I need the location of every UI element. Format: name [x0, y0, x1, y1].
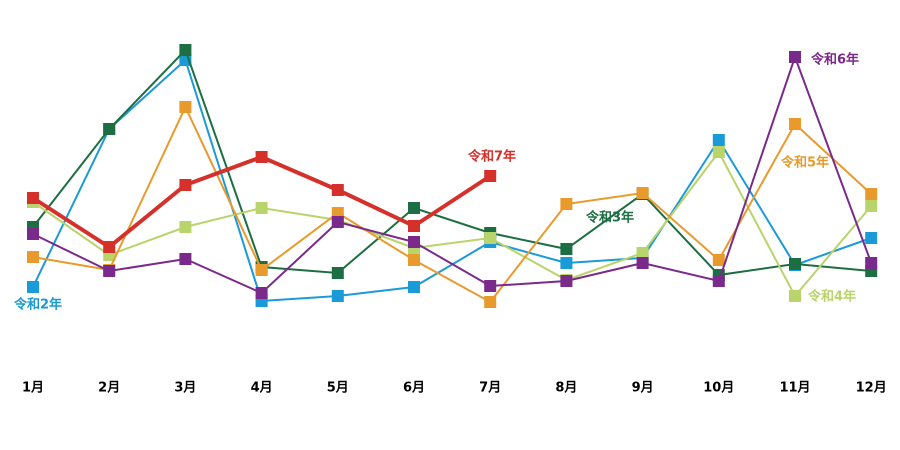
marker — [255, 287, 268, 299]
x-tick-label: 10月 — [703, 381, 734, 396]
marker — [865, 257, 878, 269]
marker — [408, 202, 420, 214]
series-label: 令和2年 — [14, 297, 62, 313]
x-tick-label: 2月 — [98, 381, 120, 396]
marker — [27, 228, 39, 240]
marker — [636, 247, 649, 259]
marker — [712, 134, 725, 146]
marker — [179, 44, 192, 56]
marker — [712, 146, 725, 158]
marker — [865, 188, 878, 200]
marker — [331, 216, 344, 228]
marker — [484, 170, 497, 182]
marker — [408, 254, 420, 266]
series-label: 令和3年 — [586, 210, 634, 226]
marker — [331, 267, 344, 279]
series-line — [32, 54, 873, 295]
marker — [103, 265, 116, 277]
marker — [103, 123, 116, 135]
x-tick-label: 9月 — [632, 381, 654, 396]
marker — [484, 280, 497, 292]
x-tick-label: 6月 — [403, 381, 425, 396]
marker — [636, 257, 649, 269]
marker — [789, 290, 801, 302]
marker — [408, 281, 420, 293]
marker — [789, 118, 801, 130]
marker — [255, 202, 268, 214]
series-line — [32, 104, 872, 304]
marker — [179, 101, 192, 113]
marker — [179, 179, 192, 191]
x-tick-label: 5月 — [327, 381, 349, 396]
marker — [636, 187, 649, 199]
series-label: 令和6年 — [811, 52, 859, 68]
series-label: 令和4年 — [808, 289, 856, 305]
marker — [560, 198, 573, 210]
x-tick-label: 1月 — [22, 381, 44, 396]
marker — [408, 236, 420, 248]
marker — [179, 221, 192, 233]
series-line — [32, 150, 872, 298]
marker — [865, 200, 878, 212]
marker — [789, 51, 801, 63]
marker — [560, 243, 573, 255]
marker — [179, 253, 192, 265]
marker — [27, 281, 39, 293]
series-label: 令和5年 — [781, 155, 829, 171]
marker — [255, 264, 268, 276]
x-tick-label: 7月 — [479, 381, 501, 396]
marker — [484, 296, 497, 308]
marker — [331, 290, 344, 302]
marker — [255, 151, 268, 163]
marker — [27, 192, 39, 204]
marker — [560, 275, 573, 287]
marker — [865, 232, 878, 244]
x-tick-label: 11月 — [779, 381, 810, 396]
marker — [103, 241, 116, 253]
marker — [484, 232, 497, 244]
x-tick-label: 3月 — [174, 381, 196, 396]
marker — [408, 220, 420, 232]
x-tick-label: 12月 — [856, 381, 887, 396]
marker — [712, 275, 725, 287]
series-label: 令和7年 — [468, 149, 516, 165]
x-tick-label: 4月 — [251, 381, 273, 396]
marker — [789, 258, 801, 270]
x-tick-label: 8月 — [555, 381, 577, 396]
series-line — [32, 48, 872, 277]
marker — [712, 254, 725, 266]
marker — [27, 251, 39, 263]
marker — [560, 257, 573, 269]
marker — [331, 184, 344, 196]
